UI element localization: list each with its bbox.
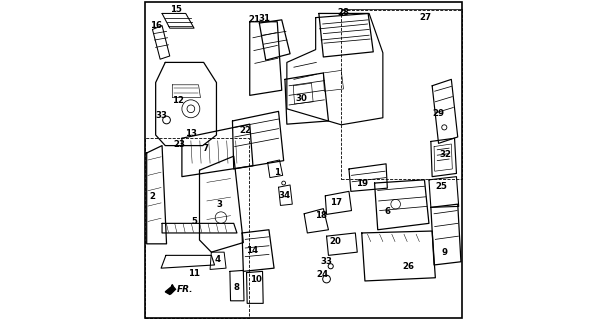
Text: 19: 19	[356, 179, 368, 188]
Text: 17: 17	[330, 198, 342, 207]
Text: 26: 26	[402, 262, 415, 271]
Text: 30: 30	[295, 94, 307, 103]
Text: 10: 10	[249, 276, 262, 284]
Text: 7: 7	[202, 144, 208, 153]
Text: 23: 23	[174, 140, 185, 148]
Text: 20: 20	[329, 237, 341, 246]
Text: 33: 33	[155, 111, 168, 120]
Text: 25: 25	[436, 182, 448, 191]
Text: 8: 8	[234, 284, 240, 292]
Text: 24: 24	[316, 270, 328, 279]
Text: 16: 16	[150, 21, 161, 30]
Text: 15: 15	[170, 5, 182, 14]
Text: FR.: FR.	[177, 285, 194, 294]
Text: 32: 32	[440, 150, 452, 159]
Text: 21: 21	[248, 15, 260, 24]
Text: 31: 31	[259, 14, 271, 23]
Text: 22: 22	[239, 126, 251, 135]
Text: 14: 14	[246, 246, 258, 255]
Text: 5: 5	[191, 217, 197, 226]
Text: 18: 18	[315, 211, 327, 220]
Text: 2: 2	[149, 192, 155, 201]
Text: 6: 6	[384, 207, 390, 216]
Text: 12: 12	[172, 96, 184, 105]
Bar	[145, 138, 249, 318]
Text: 28: 28	[337, 8, 350, 17]
Text: 1: 1	[274, 168, 280, 177]
Text: 9: 9	[442, 248, 448, 257]
Bar	[341, 10, 462, 179]
Text: 3: 3	[217, 200, 223, 209]
Text: 11: 11	[188, 269, 200, 278]
Text: 27: 27	[419, 13, 432, 22]
Text: 29: 29	[433, 109, 444, 118]
Text: 33: 33	[320, 257, 333, 266]
Text: 34: 34	[279, 191, 291, 200]
Text: 13: 13	[185, 129, 197, 138]
Polygon shape	[165, 285, 175, 294]
Text: 4: 4	[215, 255, 221, 264]
